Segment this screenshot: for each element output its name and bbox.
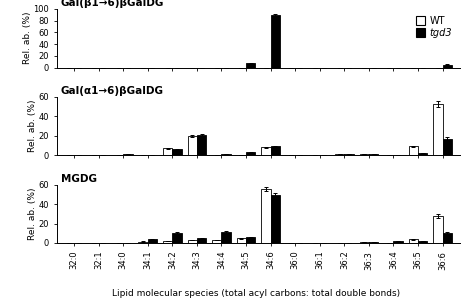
Bar [163,148,173,155]
Bar [369,242,378,243]
Bar [271,195,280,243]
Bar [123,154,133,155]
Bar [221,232,231,243]
Bar [271,15,280,68]
Bar [261,189,271,243]
Bar [418,153,428,155]
Bar [173,233,182,243]
Text: Gal(α1→6)βGalDG: Gal(α1→6)βGalDG [61,86,164,96]
Bar [443,139,452,155]
Bar [188,240,197,243]
Y-axis label: Rel. ab. (%): Rel. ab. (%) [28,188,37,240]
Bar [197,238,206,243]
Bar [212,240,221,243]
Bar [369,154,378,155]
Bar [173,149,182,155]
Bar [393,241,403,243]
Bar [197,135,206,155]
Y-axis label: Rel. ab. (%): Rel. ab. (%) [23,12,32,64]
Bar [246,152,255,155]
Bar [261,147,271,155]
Bar [433,103,443,155]
Bar [188,136,197,155]
Bar [237,238,246,243]
Bar [335,154,344,155]
Bar [443,233,452,243]
Text: MGDG: MGDG [61,174,97,184]
Legend: WT, tgd3: WT, tgd3 [413,13,455,40]
Text: Lipid molecular species (total acyl carbons: total double bonds): Lipid molecular species (total acyl carb… [112,290,400,298]
Bar [163,241,173,243]
Bar [360,242,369,243]
Y-axis label: Rel. ab. (%): Rel. ab. (%) [28,100,37,152]
Bar [148,239,157,243]
Bar [433,216,443,243]
Bar [246,63,255,68]
Bar [443,64,452,68]
Bar [409,239,418,243]
Bar [418,241,428,243]
Bar [271,146,280,155]
Bar [246,237,255,243]
Text: Gal(β1→6)βGalDG: Gal(β1→6)βGalDG [61,0,164,8]
Bar [344,154,354,155]
Bar [360,154,369,155]
Bar [221,154,231,155]
Bar [409,146,418,155]
Bar [138,242,148,243]
